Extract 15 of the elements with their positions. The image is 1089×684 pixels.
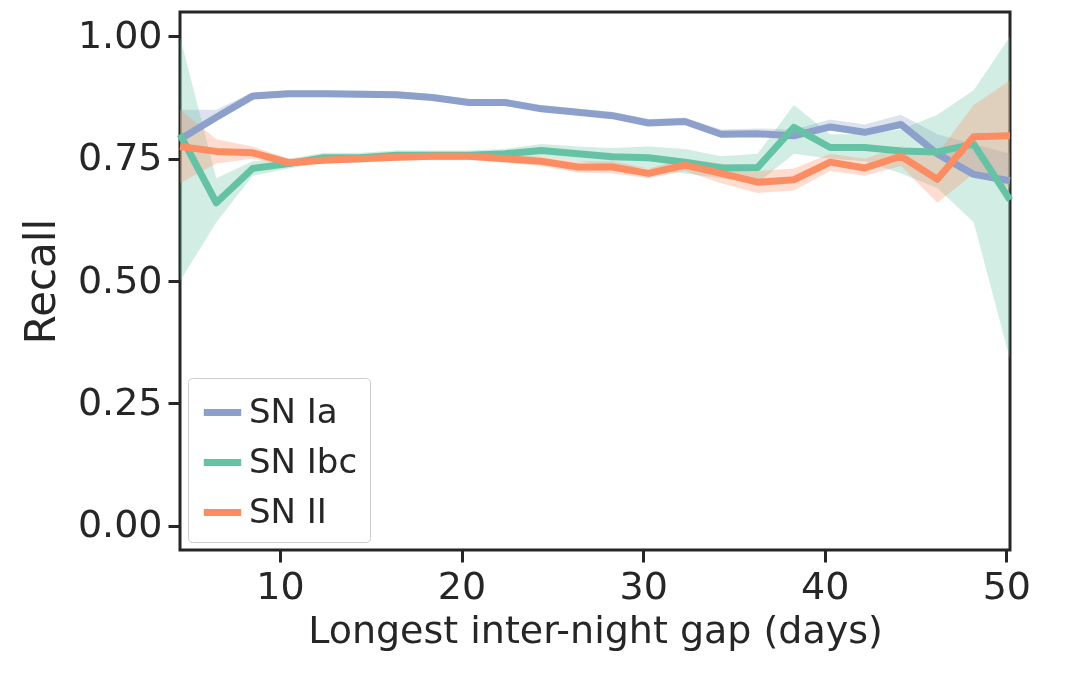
- x-tick-label: 20: [437, 563, 487, 608]
- x-tick-label: 30: [619, 563, 668, 608]
- x-tick-label: 10: [256, 563, 305, 608]
- y-tick-label: 0.00: [77, 502, 163, 547]
- x-tick-label: 40: [801, 563, 850, 608]
- y-tick-label: 0.75: [77, 135, 163, 180]
- y-tick-label: 0.50: [77, 257, 163, 302]
- legend-label: SN Ibc: [249, 440, 358, 481]
- y-tick-label: 0.25: [77, 379, 163, 424]
- y-axis-title: Recall: [15, 218, 65, 345]
- x-tick-label: 50: [982, 563, 1032, 608]
- legend-label: SN II: [249, 490, 327, 531]
- x-axis-title: Longest inter-night gap (days): [308, 607, 883, 652]
- legend-label: SN Ia: [249, 390, 338, 431]
- y-tick-label: 1.00: [77, 12, 163, 57]
